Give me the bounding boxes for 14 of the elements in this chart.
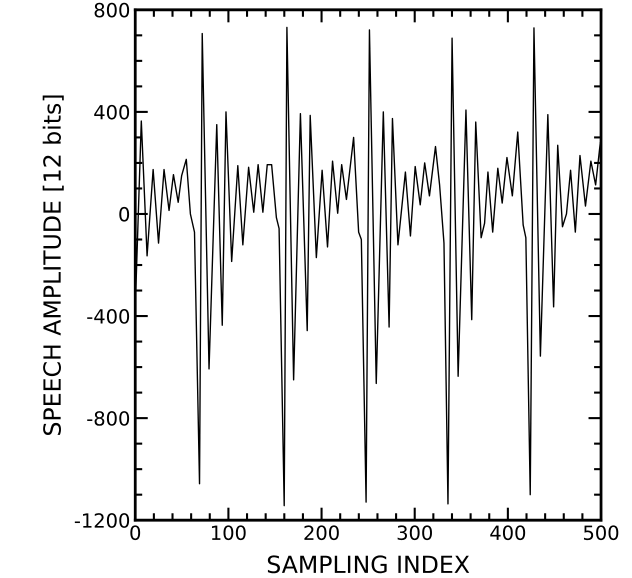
y-tick-label: -800 [87,411,130,426]
x-tick-label: 0 [130,525,140,540]
x-tick-label: 100 [212,525,246,540]
y-tick-label: 400 [94,104,130,120]
y-tick-label: 0 [119,206,130,222]
y-tick-label: 800 [94,2,130,18]
y-axis-title: SPEECH AMPLITUDE [12 bits] [42,96,64,435]
x-tick-label: 500 [584,525,618,540]
x-axis-title: SAMPLING INDEX [268,555,470,574]
y-tick-label: -1200 [74,513,130,528]
x-tick-label: 200 [304,525,339,540]
x-tick-label: 300 [398,525,432,540]
y-tick-label: -400 [87,309,130,324]
x-tick-label: 400 [490,525,526,540]
